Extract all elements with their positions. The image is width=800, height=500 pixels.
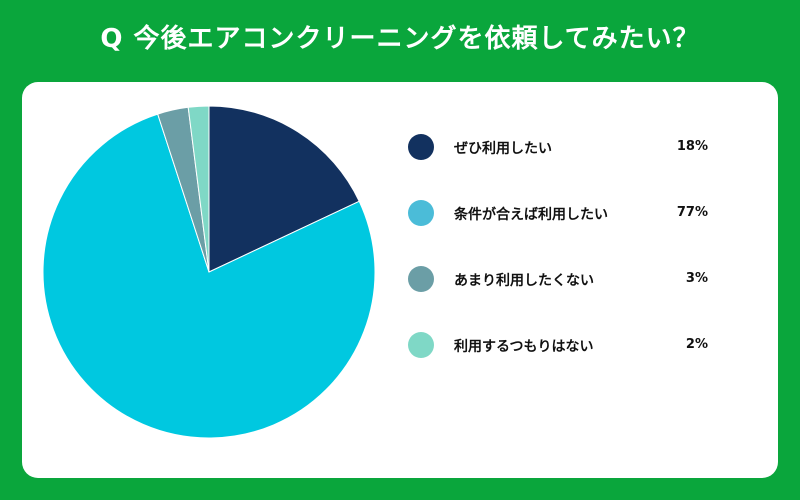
legend-swatch <box>408 134 434 160</box>
page-title: Q 今後エアコンクリーニングを依頼してみたい？ <box>100 24 700 54</box>
legend-label: 条件が合えば利用したい <box>454 207 608 223</box>
legend-swatch <box>408 266 434 292</box>
legend-value: 3% <box>685 271 708 286</box>
legend-value: 77% <box>676 205 708 220</box>
pie-slice <box>208 105 360 273</box>
legend: ぜひ利用したい 18% 条件が合えば利用したい 77% あまり利用したくない 3… <box>408 132 708 396</box>
legend-label: あまり利用したくない <box>454 273 594 289</box>
legend-item: あまり利用したくない 3% <box>408 264 708 330</box>
legend-swatch <box>408 200 434 226</box>
pie-chart <box>42 105 376 439</box>
legend-item: 条件が合えば利用したい 77% <box>408 198 708 264</box>
pie-slice <box>187 105 210 273</box>
legend-item: ぜひ利用したい 18% <box>408 132 708 198</box>
legend-value: 2% <box>685 337 708 352</box>
pie-slice <box>42 113 376 439</box>
chart-card: ぜひ利用したい 18% 条件が合えば利用したい 77% あまり利用したくない 3… <box>22 82 778 478</box>
legend-swatch <box>408 332 434 358</box>
legend-item: 利用するつもりはない 2% <box>408 330 708 396</box>
legend-value: 18% <box>676 139 708 154</box>
legend-label: 利用するつもりはない <box>454 339 594 355</box>
legend-label: ぜひ利用したい <box>454 141 552 157</box>
